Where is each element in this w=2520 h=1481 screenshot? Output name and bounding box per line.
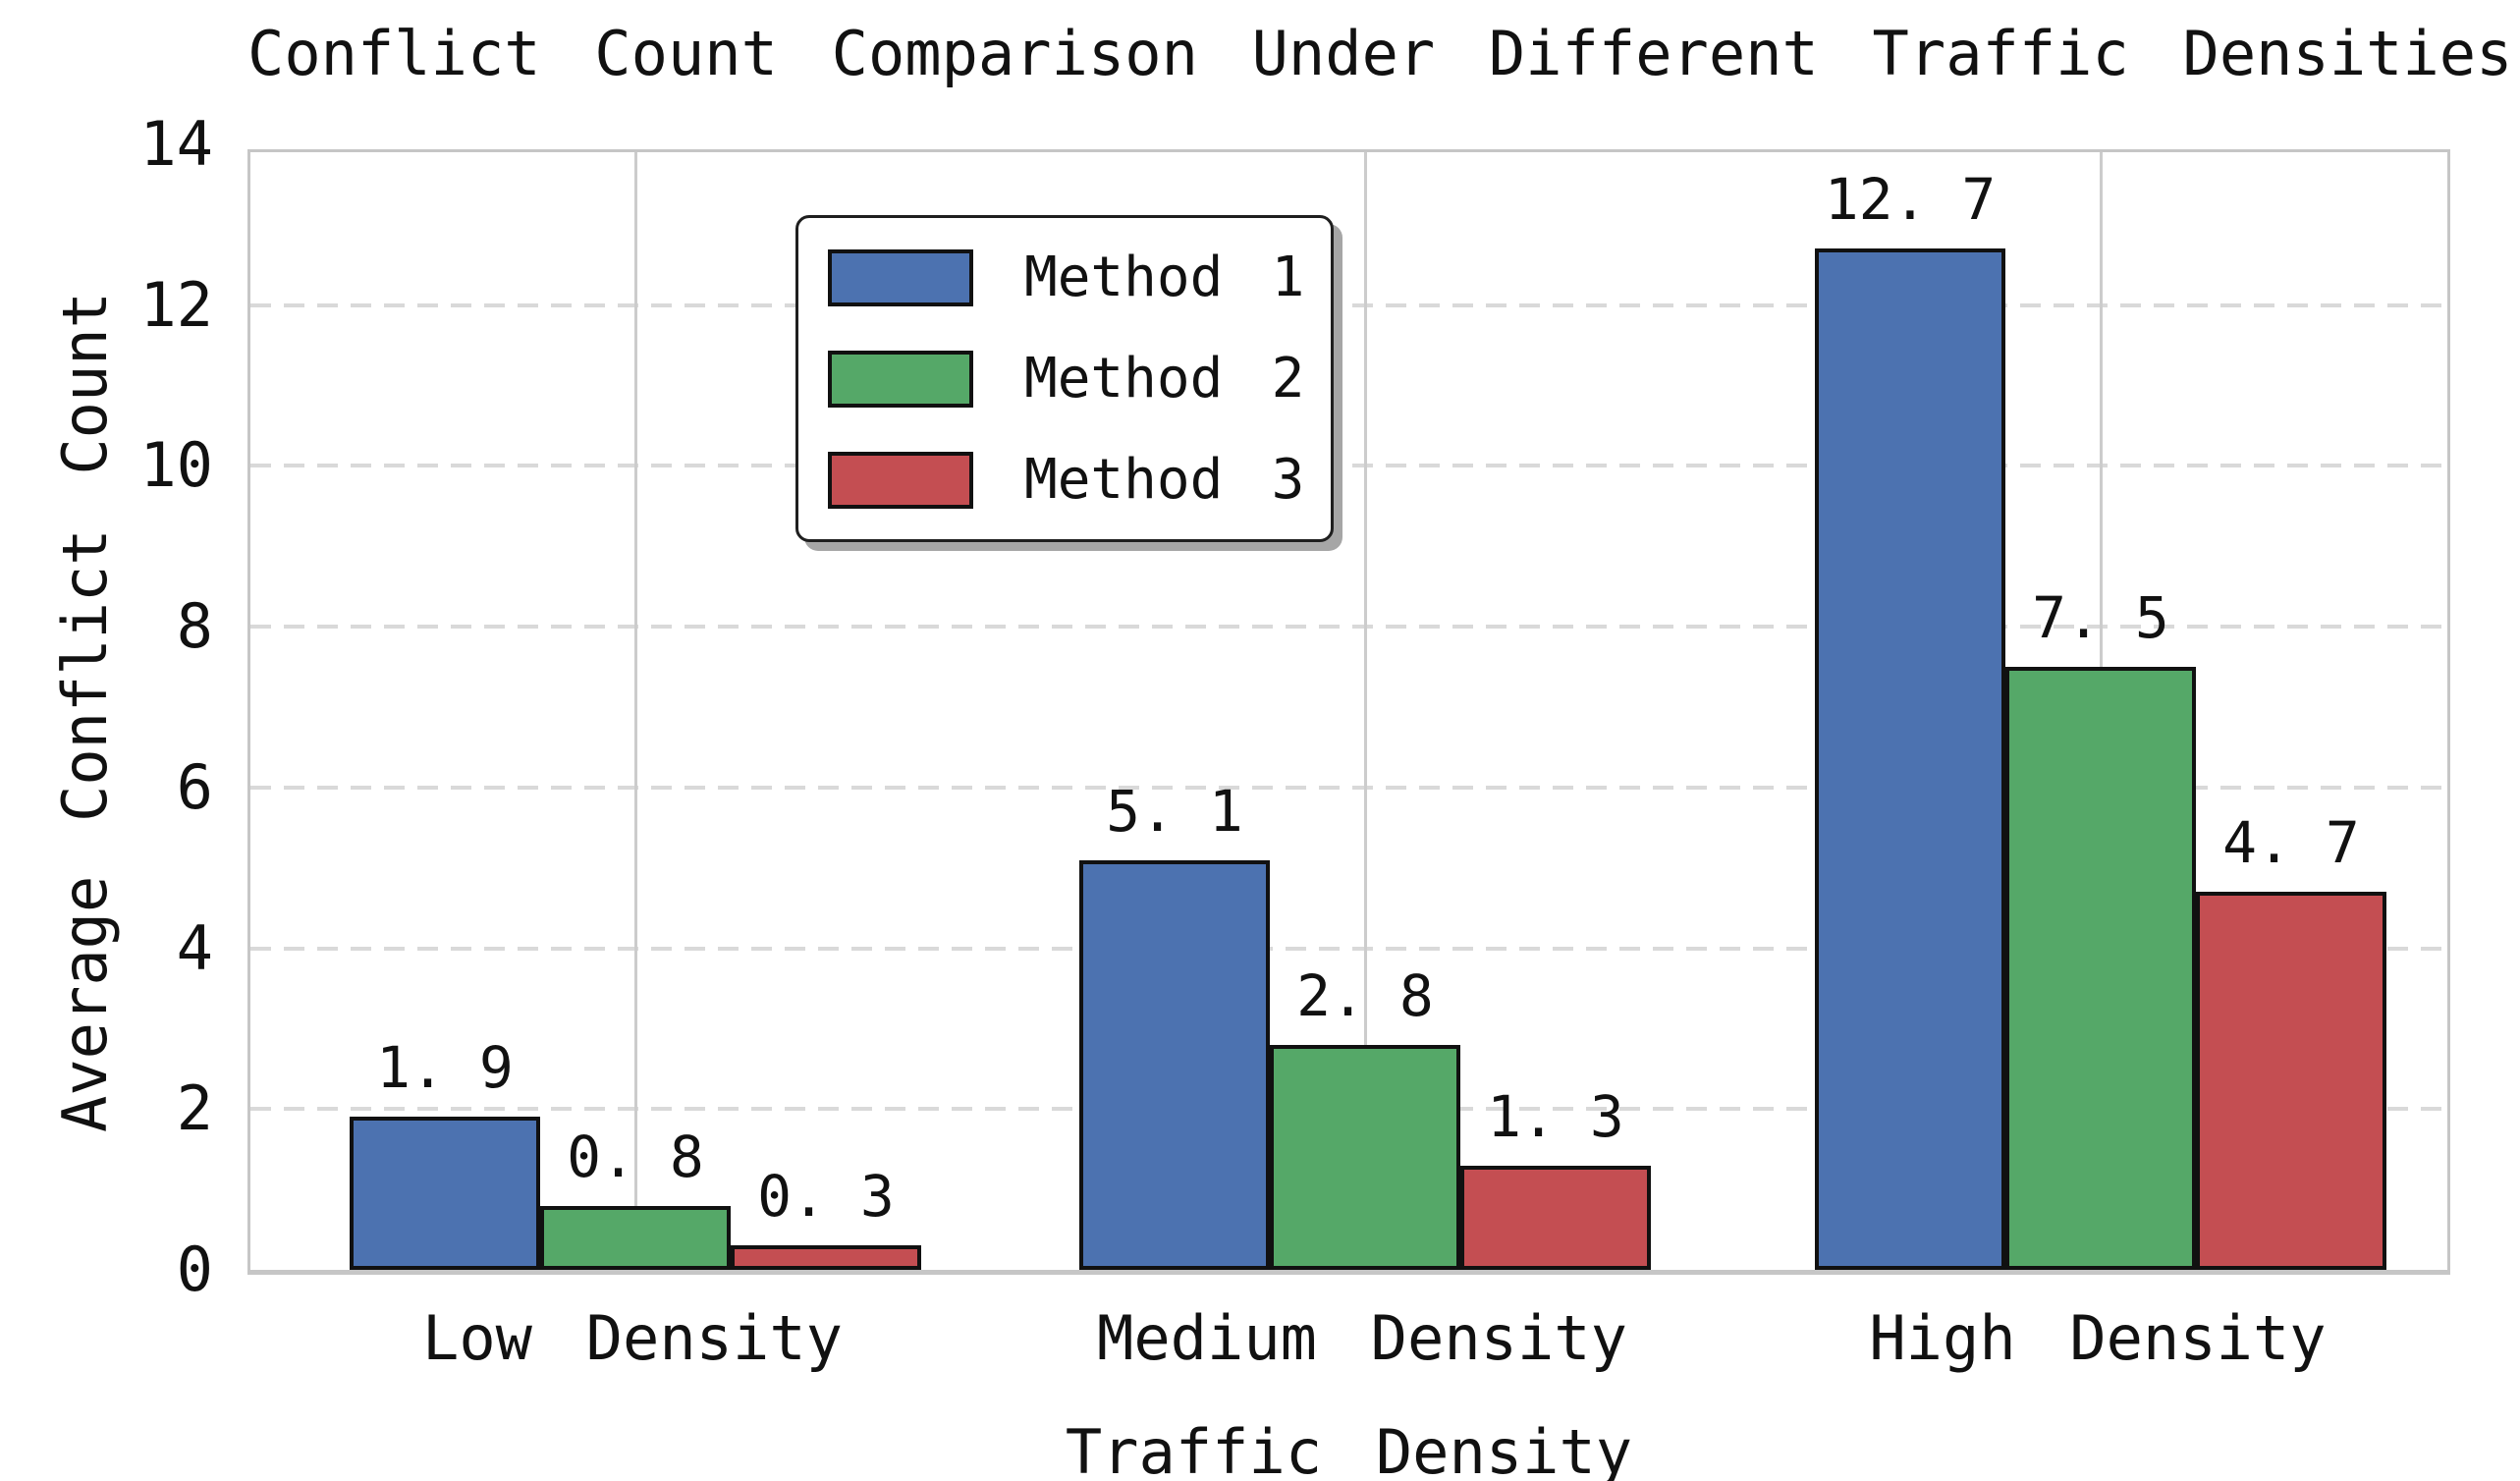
bar-method-3-high-density <box>2196 892 2386 1270</box>
legend-swatch-method-2 <box>828 350 973 408</box>
bar-method-3-low-density <box>731 1245 921 1270</box>
x-tick-label: High Density <box>1869 1302 2327 1374</box>
legend-swatch-method-1 <box>828 248 973 306</box>
x-tick-label: Medium Density <box>1097 1302 1627 1374</box>
legend-label: Method 2 <box>1024 347 1305 411</box>
y-tick-label: 2 <box>176 1072 213 1145</box>
x-tick-label: Low Density <box>422 1302 843 1374</box>
h-gridline <box>250 464 2447 468</box>
x-axis-label: Traffic Density <box>1065 1416 1633 1481</box>
h-gridline <box>250 302 2447 307</box>
legend-entry: Method 1 <box>828 246 1305 309</box>
bar-value-label: 5. 1 <box>1106 777 1243 845</box>
y-axis-label: Average Conflict Count <box>49 292 121 1132</box>
chart-title: Conflict Count Comparison Under Differen… <box>247 18 2513 89</box>
h-gridline <box>250 625 2447 630</box>
v-gridline <box>1363 152 1367 1270</box>
legend-label: Method 3 <box>1024 448 1305 512</box>
plot-area: 1. 9 5. 1 12. 7 0. 8 2. 8 7. 5 0. 3 1. 3 4. 7 Met… <box>247 149 2450 1275</box>
bar-value-label: 2. 8 <box>1296 961 1434 1029</box>
bar-method-2-high-density <box>2005 667 2196 1270</box>
bar-value-label: 1. 3 <box>1487 1082 1624 1150</box>
bar-method-2-low-density <box>540 1205 731 1270</box>
y-tick-label: 10 <box>139 429 213 502</box>
v-gridline <box>633 152 637 1270</box>
legend: Method 1 Method 2 Method 3 <box>795 215 1334 542</box>
h-gridline <box>250 946 2447 951</box>
bar-value-label: 12. 7 <box>1824 166 1997 234</box>
y-tick-label: 0 <box>176 1234 213 1305</box>
legend-entry: Method 2 <box>828 347 1305 411</box>
bar-value-label: 0. 8 <box>567 1123 704 1190</box>
bar-value-label: 0. 3 <box>757 1163 895 1231</box>
legend-swatch-method-3 <box>828 451 973 509</box>
bar-method-2-medium-density <box>1270 1044 1460 1270</box>
bar-method-3-medium-density <box>1460 1165 1651 1270</box>
y-tick-label: 6 <box>176 750 213 823</box>
bar-value-label: 1. 9 <box>376 1034 514 1102</box>
bar-method-1-low-density <box>350 1117 540 1270</box>
bar-value-label: 4. 7 <box>2222 809 2360 877</box>
y-tick-label: 4 <box>176 911 213 984</box>
y-tick-label: 14 <box>139 108 213 180</box>
bar-value-label: 7. 5 <box>2032 584 2169 652</box>
y-tick-label: 8 <box>176 590 213 663</box>
legend-entry: Method 3 <box>828 448 1305 512</box>
h-gridline <box>250 785 2447 790</box>
legend-label: Method 1 <box>1024 246 1305 309</box>
bar-method-1-medium-density <box>1079 859 1270 1270</box>
bar-method-1-high-density <box>1815 248 2005 1270</box>
y-tick-label: 12 <box>139 268 213 341</box>
